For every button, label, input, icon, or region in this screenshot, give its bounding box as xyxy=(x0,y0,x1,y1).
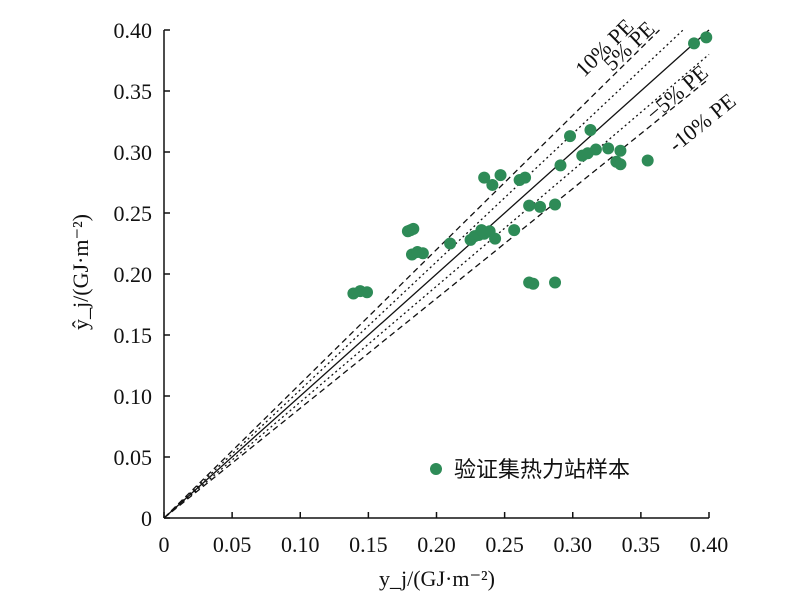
legend-marker xyxy=(430,463,442,475)
data-point xyxy=(489,232,502,245)
data-point xyxy=(534,200,547,213)
legend-label: 验证集热力站样本 xyxy=(454,458,630,483)
data-point xyxy=(614,144,627,157)
y-tick-label: 0.25 xyxy=(114,201,153,226)
data-point xyxy=(641,154,654,167)
data-point xyxy=(519,171,532,184)
y-tick-label: 0.15 xyxy=(114,323,153,348)
y-tick-label: 0.10 xyxy=(114,384,153,409)
data-point xyxy=(508,224,521,237)
data-point xyxy=(416,247,429,260)
x-axis-title: y_j/(GJ·m⁻²) xyxy=(379,566,495,591)
reference-line xyxy=(163,29,660,519)
x-tick-label: 0.10 xyxy=(281,532,320,557)
y-axis-title: ŷ_j/(GJ·m⁻²) xyxy=(68,214,93,330)
reference-line xyxy=(163,78,710,519)
x-ticks: 0 0.05 0.10 0.15 0.20 0.25 0.30 0.35 0.40 xyxy=(159,512,729,557)
data-point xyxy=(523,199,536,212)
reference-line xyxy=(163,29,684,519)
data-point xyxy=(589,143,602,156)
data-point xyxy=(584,124,597,137)
data-point xyxy=(407,222,420,235)
x-tick-label: 0.20 xyxy=(417,532,456,557)
legend: 验证集热力站样本 xyxy=(430,458,630,483)
reference-line xyxy=(163,53,710,519)
axes: 0 0.05 0.10 0.15 0.20 0.25 0.30 0.35 0.40 00.050… xyxy=(114,18,729,557)
x-tick-label: 0.05 xyxy=(213,532,252,557)
x-tick-label: 0.25 xyxy=(485,532,524,557)
data-point xyxy=(688,37,701,50)
y-tick-label: 0.35 xyxy=(114,79,153,104)
data-point xyxy=(475,224,488,237)
x-tick-label: 0.40 xyxy=(690,532,729,557)
y-ticks: 0 0.05 0.10 0.15 0.20 0.25 0.30 0.35 0.40 xyxy=(114,18,170,531)
data-points xyxy=(347,31,713,300)
data-point xyxy=(486,178,499,191)
reference-lines: 10% PE5% PE−5% PE-10% PE xyxy=(163,14,740,519)
data-point xyxy=(602,142,615,155)
data-point xyxy=(564,130,577,143)
y-tick-label: 0.05 xyxy=(114,445,153,470)
data-point xyxy=(700,31,713,44)
data-point xyxy=(549,276,562,289)
data-point xyxy=(494,169,507,182)
y-tick-label: 0.30 xyxy=(114,140,153,165)
data-point xyxy=(554,159,567,172)
data-point xyxy=(527,277,540,290)
y-tick-label: 0.20 xyxy=(114,262,153,287)
data-point xyxy=(614,158,627,171)
x-tick-label: 0.35 xyxy=(622,532,661,557)
x-tick-label: 0.15 xyxy=(349,532,388,557)
x-tick-label: 0.30 xyxy=(554,532,593,557)
data-point xyxy=(444,237,457,250)
data-point xyxy=(549,198,562,211)
data-point xyxy=(361,286,374,299)
x-tick-label: 0 xyxy=(159,532,170,557)
reference-line xyxy=(163,29,710,519)
data-point xyxy=(478,171,491,184)
y-tick-label: 0.40 xyxy=(114,18,153,43)
y-tick-label: 0 xyxy=(141,506,152,531)
